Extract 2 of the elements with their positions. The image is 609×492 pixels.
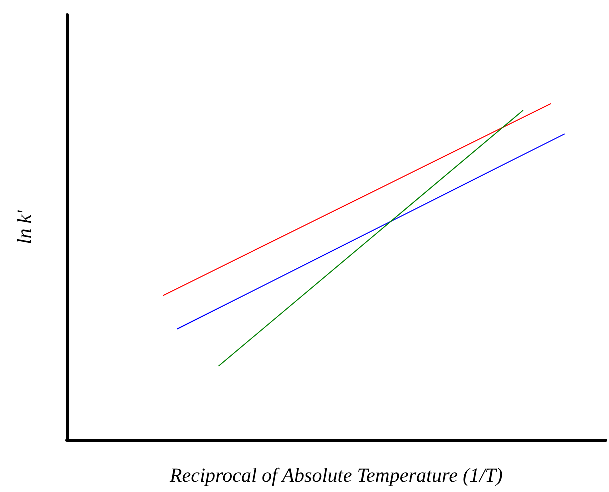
y-axis-title: ln k' (14, 210, 36, 244)
x-axis-title: Reciprocal of Absolute Temperature (1/T) (169, 465, 504, 487)
